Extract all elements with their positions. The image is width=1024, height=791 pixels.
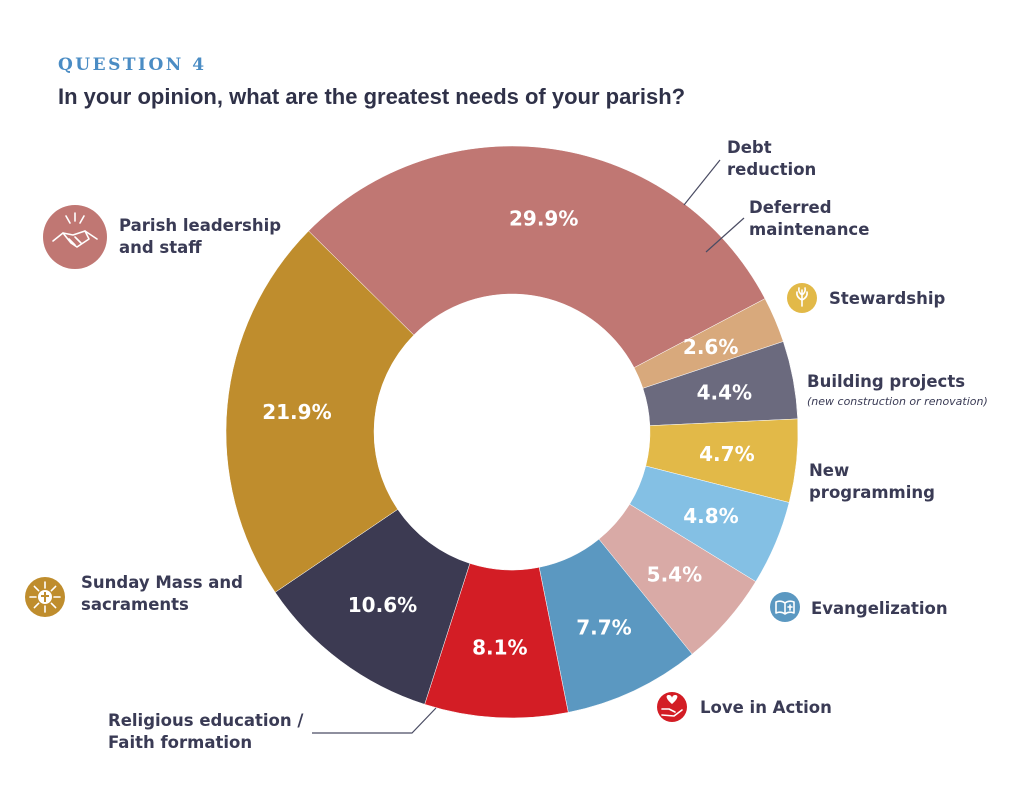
- question-number: QUESTION 4: [58, 55, 207, 75]
- category-label-line: Sunday Mass and: [81, 573, 243, 592]
- percent-label-sunday-mass-and-sacraments: 21.9%: [262, 400, 331, 424]
- handshake-icon: [43, 205, 107, 269]
- category-sublabel: (new construction or renovation): [807, 395, 988, 408]
- category-label-line: Faith formation: [108, 733, 252, 752]
- leader-line-religious-education-faith-formation: [312, 707, 437, 734]
- category-label-line: New: [809, 461, 849, 480]
- chart-title: In your opinion, what are the greatest n…: [58, 84, 685, 109]
- percent-label-parish-leadership-and-staff: 29.9%: [509, 206, 578, 230]
- category-label-line: Love in Action: [700, 698, 832, 717]
- category-label-line: Religious education /: [108, 711, 304, 730]
- category-label-religious-education-faith-formation: Religious education / Faith formation: [108, 711, 304, 752]
- wheat-icon: [787, 283, 817, 313]
- category-label-line: programming: [809, 483, 935, 502]
- category-label-line: Stewardship: [829, 289, 946, 308]
- percent-label-deferred-maintenance: 4.4%: [697, 380, 752, 404]
- category-label-building-projects: Building projects (new construction or re…: [807, 372, 988, 408]
- category-label-debt-reduction: Debt reduction: [727, 138, 816, 179]
- category-labels: Debt reduction Deferred maintenance Stewards…: [81, 138, 988, 752]
- category-label-stewardship: Stewardship: [829, 289, 946, 308]
- category-label-line: Evangelization: [811, 599, 948, 618]
- leader-line-deferred-maintenance: [705, 217, 745, 253]
- percent-label-debt-reduction: 2.6%: [683, 335, 738, 359]
- percent-labels: 2.6% 4.4% 4.7% 4.8% 5.4% 7.7% 8.1% 10.6% 21.9% 29…: [262, 206, 754, 659]
- category-icons: [25, 205, 817, 722]
- category-label-line: reduction: [727, 160, 816, 179]
- percent-label-stewardship: 4.7%: [699, 442, 754, 466]
- cross-icon: [25, 577, 65, 617]
- category-label-evangelization: Evangelization: [811, 599, 948, 618]
- category-label-line: Debt: [727, 138, 772, 157]
- donut-slices: [225, 145, 799, 719]
- category-label-line: sacraments: [81, 595, 189, 614]
- category-label-line: Parish leadership: [119, 216, 281, 235]
- category-label-line: Deferred: [749, 198, 832, 217]
- percent-label-new-programming: 5.4%: [647, 562, 702, 586]
- percent-label-building-projects: 4.8%: [683, 504, 738, 528]
- category-label-line: maintenance: [749, 220, 869, 239]
- category-label-parish-leadership-and-staff: Parish leadership and staff: [119, 216, 281, 257]
- category-label-sunday-mass-and-sacraments: Sunday Mass and sacraments: [81, 573, 243, 614]
- category-label-deferred-maintenance: Deferred maintenance: [749, 198, 869, 239]
- percent-label-love-in-action: 8.1%: [472, 636, 527, 660]
- percent-label-religious-education-faith-formation: 10.6%: [348, 593, 417, 617]
- slice-parish-leadership-and-staff: [308, 145, 766, 368]
- leader-line-debt-reduction: [683, 159, 721, 206]
- category-label-line: and staff: [119, 238, 202, 257]
- category-label-love-in-action: Love in Action: [700, 698, 832, 717]
- percent-label-evangelization: 7.7%: [576, 615, 631, 639]
- category-label-line: Building projects: [807, 372, 965, 391]
- category-label-new-programming: New programming: [809, 461, 935, 502]
- heart-hand-icon: [657, 692, 687, 722]
- leader-lines: [312, 159, 745, 734]
- bible-icon: [770, 592, 800, 622]
- slice-sunday-mass-and-sacraments: [225, 230, 415, 593]
